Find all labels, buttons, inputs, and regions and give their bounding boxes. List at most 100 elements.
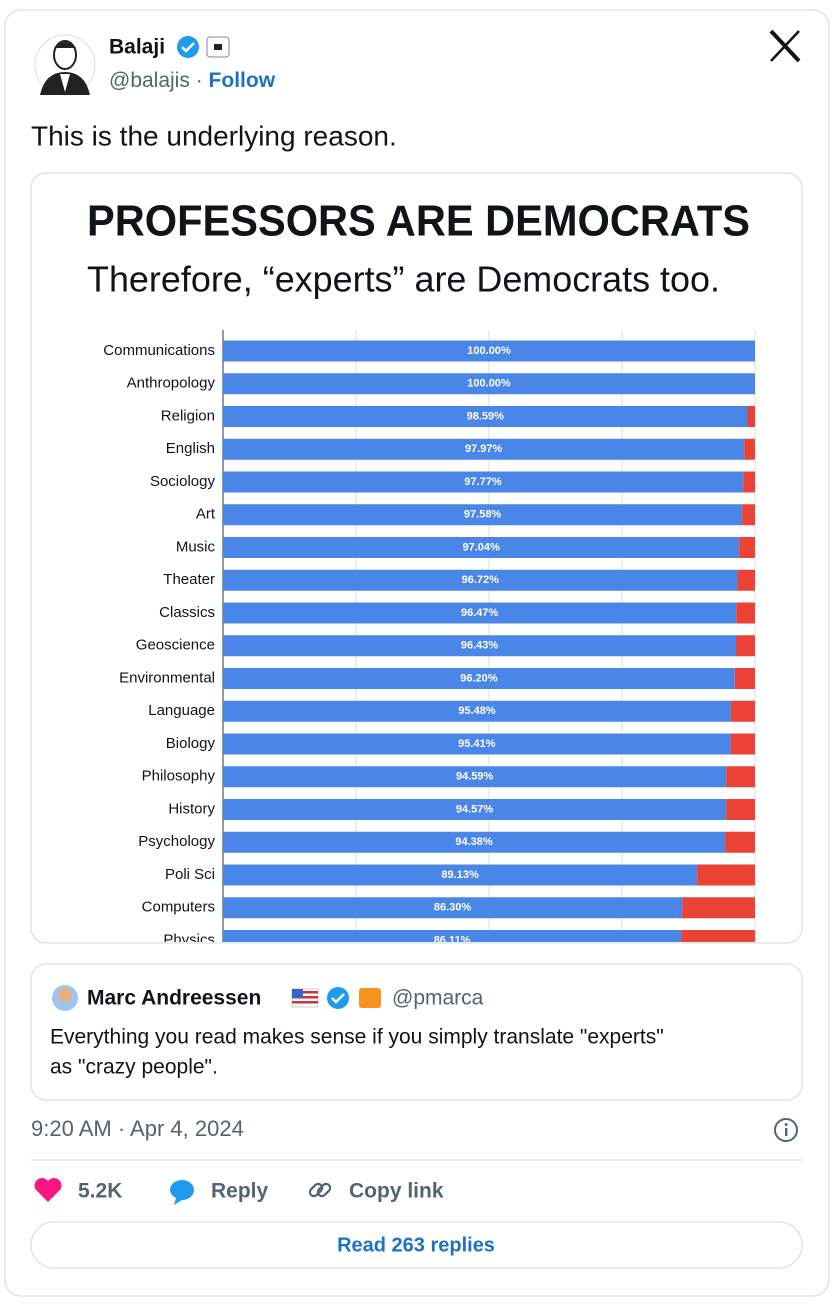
bar-segment	[736, 635, 755, 657]
category-label: Communications	[103, 342, 215, 359]
bar-segment	[223, 471, 744, 493]
info-icon[interactable]	[774, 1118, 798, 1142]
category-label: Poli Sci	[165, 866, 215, 883]
category-label: Theater	[163, 571, 215, 588]
value-label: 97.04%	[462, 541, 500, 553]
bar-segment	[223, 700, 731, 722]
value-label: 97.58%	[464, 509, 502, 521]
category-label: Environmental	[119, 669, 215, 686]
link-icon[interactable]	[308, 1182, 332, 1198]
like-icon[interactable]	[34, 1178, 62, 1202]
bar-segment	[747, 406, 755, 427]
bar-segment	[223, 897, 683, 919]
value-label: 97.77%	[464, 476, 502, 488]
value-label: 97.97%	[465, 443, 503, 455]
value-label: 94.38%	[455, 836, 493, 848]
category-label: Religion	[161, 407, 215, 424]
bar-segment	[223, 831, 726, 853]
copy-link[interactable]: Copy link	[349, 1180, 444, 1203]
quote-name: Marc Andreessen	[87, 987, 261, 1010]
quote-avatar	[52, 985, 78, 1011]
value-label: 96.43%	[461, 640, 499, 652]
avatar[interactable]	[34, 34, 96, 96]
bar-segment	[726, 799, 755, 820]
read-replies-button[interactable]	[30, 1221, 803, 1269]
value-label: 100.00%	[467, 378, 511, 390]
bar-segment	[744, 438, 755, 460]
bar-segment	[730, 733, 755, 755]
author-name[interactable]: Balaji	[109, 36, 165, 59]
read-replies-label[interactable]: Read 263 replies	[337, 1234, 495, 1256]
value-label: 98.59%	[467, 410, 505, 422]
bar-segment	[223, 373, 755, 395]
bar-segment	[223, 930, 682, 942]
category-label: Psychology	[138, 833, 215, 850]
category-label: Classics	[159, 604, 215, 621]
chart-subtitle: Therefore, “experts” are Democrats too.	[87, 259, 720, 300]
category-label: English	[166, 440, 215, 457]
bar-segment	[223, 438, 745, 460]
value-label: 94.59%	[456, 771, 494, 783]
value-label: 100.00%	[467, 345, 511, 357]
bar-segment	[726, 766, 755, 788]
bar-segment	[223, 668, 735, 689]
value-label: 86.30%	[434, 902, 472, 914]
category-label: Geoscience	[136, 637, 215, 654]
bar-segment	[223, 864, 698, 886]
x-logo[interactable]	[769, 29, 801, 63]
bar-segment	[681, 930, 755, 942]
value-label: 95.41%	[458, 738, 496, 750]
chart-title: PROFESSORS ARE DEMOCRATS	[87, 197, 750, 246]
bar-segment	[223, 340, 755, 362]
like-count[interactable]: 5.2K	[78, 1180, 122, 1203]
category-label: Physics	[163, 931, 215, 948]
category-label: Sociology	[150, 473, 216, 490]
quote-card[interactable]	[30, 963, 803, 1101]
bar-segment	[734, 668, 755, 689]
category-label: Computers	[142, 899, 215, 916]
bar-segment	[223, 766, 727, 788]
quote-text-line: as "crazy people".	[50, 1056, 218, 1079]
bar-segment	[223, 635, 737, 657]
follow-link[interactable]: Follow	[209, 69, 276, 92]
bar-segment	[737, 569, 755, 591]
verified-badge	[177, 36, 199, 58]
author-handle: @balajis · Follow	[109, 69, 276, 92]
bar-segment	[739, 537, 755, 558]
bar-segment	[223, 799, 727, 820]
value-label: 96.72%	[462, 574, 500, 586]
value-label: 96.47%	[461, 607, 499, 619]
value-label: 94.57%	[456, 803, 494, 815]
bar-segment	[743, 471, 755, 493]
bar-segment	[223, 602, 737, 624]
bar-segment	[223, 504, 743, 526]
timestamp[interactable]: 9:20 AM · Apr 4, 2024	[31, 1116, 244, 1141]
category-label: History	[168, 800, 215, 817]
affiliate-icon	[359, 988, 381, 1008]
us-flag	[291, 988, 319, 1008]
quote-verified	[327, 987, 349, 1009]
bar-segment	[682, 897, 755, 919]
category-label: Art	[196, 506, 216, 523]
tweet-text: This is the underlying reason.	[31, 120, 397, 151]
category-label: Anthropology	[127, 375, 216, 392]
value-label: 86.11%	[434, 934, 471, 946]
value-label: 95.48%	[458, 705, 496, 717]
bar-segment	[223, 569, 738, 591]
separator: ·	[196, 69, 203, 92]
quote-handle: @pmarca	[392, 987, 484, 1010]
affiliate-badge	[206, 36, 230, 58]
bar-segment	[223, 537, 740, 558]
bar-segment	[725, 831, 755, 853]
quote-text-line: Everything you read makes sense if you s…	[50, 1026, 664, 1049]
reply-icon[interactable]	[170, 1180, 194, 1205]
category-label: Music	[176, 538, 216, 555]
bar-segment	[697, 864, 755, 886]
reply-button[interactable]: Reply	[211, 1180, 269, 1203]
bar-segment	[223, 406, 748, 427]
chart[interactable]: PROFESSORS ARE DEMOCRATS Therefore, “exp…	[87, 197, 756, 962]
handle: @balajis	[109, 69, 190, 92]
category-label: Language	[148, 702, 215, 719]
bar-segment	[730, 700, 755, 722]
